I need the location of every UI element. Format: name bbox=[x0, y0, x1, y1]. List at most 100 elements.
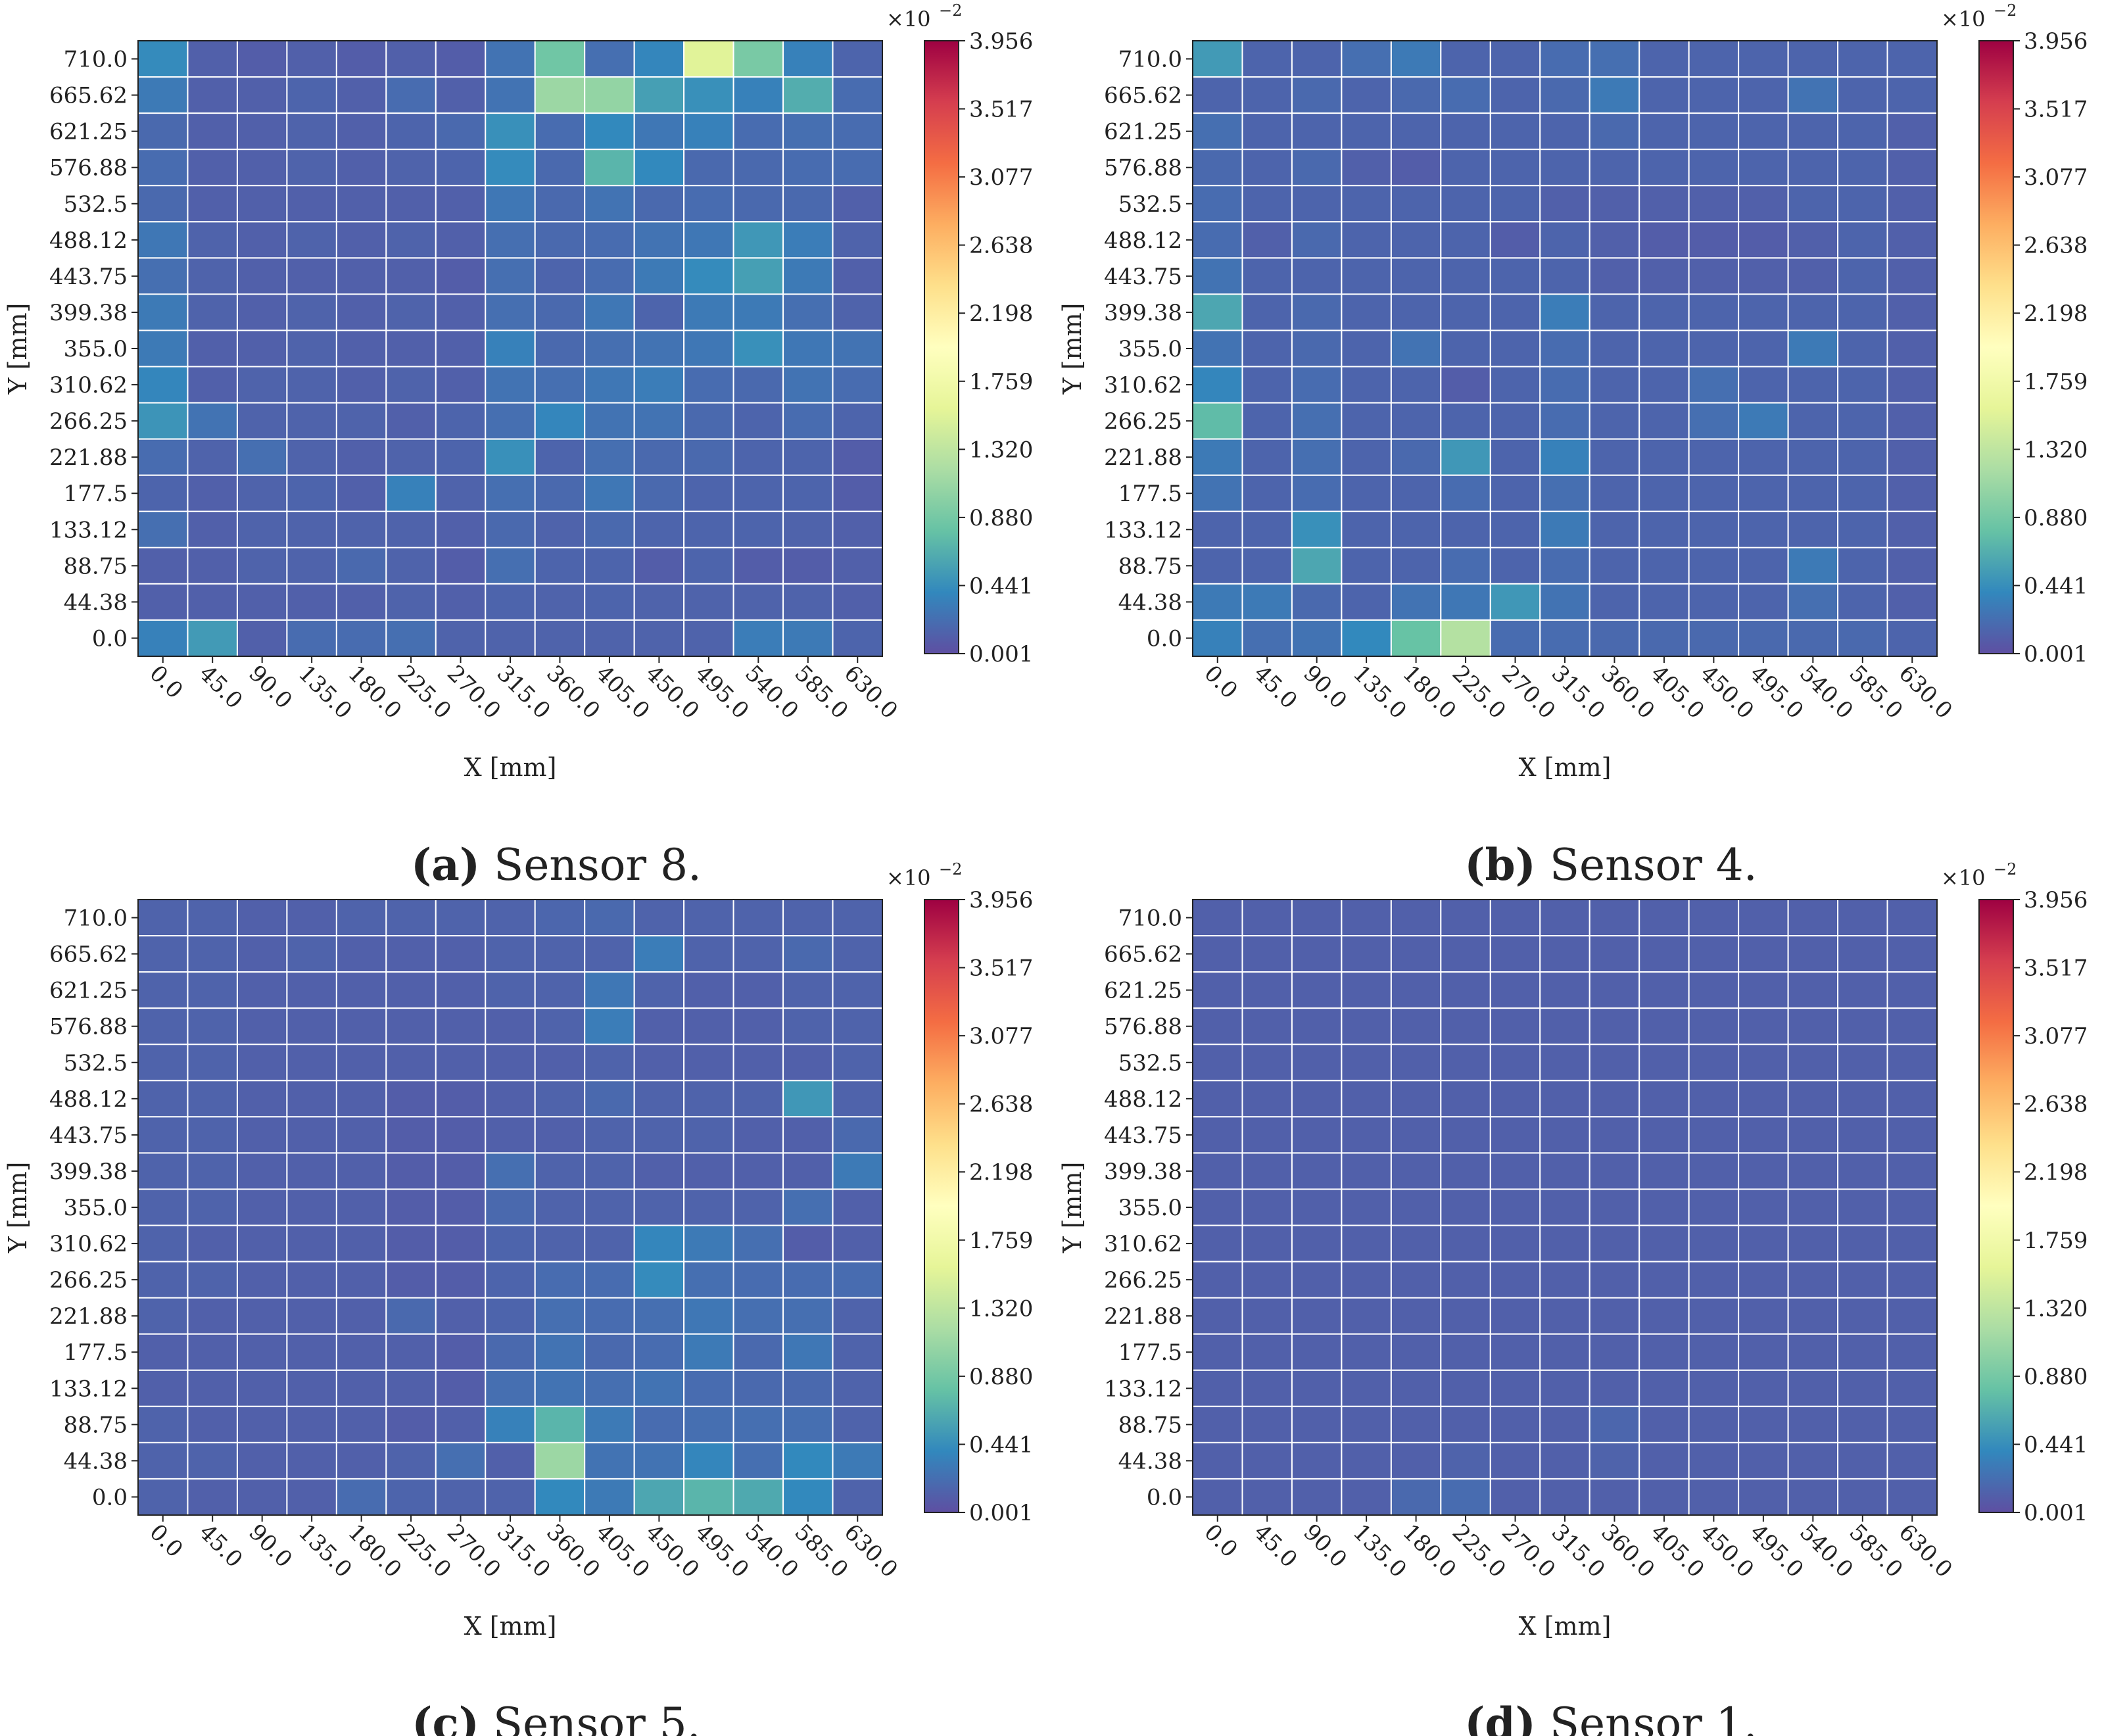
x-axis-label: X [mm] bbox=[1519, 753, 1612, 782]
heatmap-cell bbox=[534, 1080, 586, 1118]
heatmap-cell bbox=[236, 257, 288, 295]
x-tick-label: 495.0 bbox=[690, 660, 754, 724]
heatmap-cell bbox=[1539, 438, 1590, 476]
heatmap-cell bbox=[1489, 257, 1541, 295]
heatmap-cell bbox=[137, 935, 189, 973]
heatmap-cell bbox=[1837, 1405, 1888, 1443]
caption-text: Sensor 4. bbox=[1536, 840, 1757, 890]
x-tick-label: 45.0 bbox=[1249, 660, 1303, 714]
heatmap-cell bbox=[1539, 1007, 1590, 1046]
colorbar bbox=[1978, 899, 2014, 1513]
heatmap-cell bbox=[782, 1152, 834, 1190]
heatmap-cell bbox=[534, 402, 586, 440]
y-axis-label: Y [mm] bbox=[1058, 303, 1087, 395]
heatmap-cell bbox=[1440, 185, 1491, 223]
caption-text: Sensor 1. bbox=[1536, 1699, 1757, 1736]
heatmap-cell bbox=[385, 76, 437, 114]
heatmap-cell bbox=[683, 1369, 734, 1407]
x-tick-label: 45.0 bbox=[1249, 1519, 1303, 1573]
heatmap-cell bbox=[1738, 293, 1789, 331]
heatmap-cell bbox=[1192, 619, 1243, 658]
heatmap-cell bbox=[1489, 293, 1541, 331]
heatmap-panel-2: 710.0 665.62 621.25 576.88 532.5 488.12 443.75… bbox=[1058, 1, 2088, 890]
heatmap-cell bbox=[335, 935, 387, 973]
heatmap-cell bbox=[187, 149, 238, 187]
heatmap-cell bbox=[1589, 1224, 1640, 1263]
y-tick-label: 576.88 bbox=[1104, 1014, 1182, 1040]
heatmap-cell bbox=[832, 474, 884, 512]
heatmap-cell bbox=[1837, 76, 1888, 114]
x-tick-label: 405.0 bbox=[591, 1519, 655, 1583]
heatmap-cell bbox=[236, 1188, 288, 1226]
heatmap-cell bbox=[1688, 619, 1740, 658]
heatmap-cell bbox=[534, 438, 586, 476]
heatmap-cell bbox=[683, 1441, 734, 1480]
heatmap-cell bbox=[1192, 221, 1243, 259]
heatmap-cell bbox=[832, 583, 884, 621]
heatmap-cell bbox=[832, 546, 884, 585]
heatmap-cell bbox=[1390, 935, 1442, 973]
heatmap-cell bbox=[485, 1116, 536, 1154]
heatmap-cell bbox=[1489, 402, 1541, 440]
heatmap-cell bbox=[1738, 546, 1789, 585]
heatmap-cell bbox=[187, 583, 238, 621]
heatmap-cell bbox=[1390, 1405, 1442, 1443]
heatmap-cell bbox=[1688, 971, 1740, 1009]
heatmap-cell bbox=[1440, 221, 1491, 259]
heatmap-cell bbox=[732, 1224, 784, 1263]
heatmap-cell bbox=[534, 1333, 586, 1371]
heatmap-cell bbox=[1589, 583, 1640, 621]
heatmap-cell bbox=[1638, 76, 1690, 114]
colorbar-tick-label: 2.198 bbox=[969, 301, 1033, 327]
heatmap-cell bbox=[782, 1478, 834, 1516]
heatmap-cell bbox=[1787, 293, 1839, 331]
heatmap-cell bbox=[1787, 1441, 1839, 1480]
x-tick-label: 315.0 bbox=[492, 1519, 556, 1583]
heatmap-cell bbox=[1341, 474, 1392, 512]
heatmap-cell bbox=[435, 1116, 487, 1154]
heatmap-cell bbox=[1837, 293, 1888, 331]
heatmap-cell bbox=[683, 619, 734, 658]
x-tick-label: 270.0 bbox=[442, 660, 506, 724]
heatmap-cell bbox=[236, 1478, 288, 1516]
heatmap-cell bbox=[1440, 1405, 1491, 1443]
heatmap-cell bbox=[1440, 1007, 1491, 1046]
heatmap-cell bbox=[286, 293, 337, 331]
heatmap-cell bbox=[584, 1152, 635, 1190]
colorbar-tick-label: 0.001 bbox=[2024, 641, 2088, 667]
heatmap-cell bbox=[1886, 1188, 1938, 1226]
heatmap-cell bbox=[633, 1405, 685, 1443]
y-tick-label: 177.5 bbox=[64, 1339, 128, 1366]
heatmap-cell bbox=[1638, 474, 1690, 512]
heatmap-cell bbox=[1738, 1188, 1789, 1226]
heatmap-cell bbox=[1589, 293, 1640, 331]
heatmap-cell bbox=[1886, 185, 1938, 223]
colorbar-tick-label: 0.880 bbox=[2024, 1364, 2088, 1390]
heatmap-panel-3: 710.0 665.62 621.25 576.88 532.5 488.12 443.75… bbox=[3, 860, 1033, 1736]
heatmap-cell bbox=[1241, 40, 1293, 78]
heatmap-cell bbox=[187, 1116, 238, 1154]
heatmap-cell bbox=[236, 1405, 288, 1443]
heatmap-cell bbox=[683, 1044, 734, 1082]
heatmap-cell bbox=[137, 40, 189, 78]
heatmap-cell bbox=[435, 185, 487, 223]
heatmap-cell bbox=[236, 1116, 288, 1154]
heatmap-cell bbox=[1886, 366, 1938, 404]
heatmap-cell bbox=[1589, 185, 1640, 223]
heatmap-cell bbox=[1489, 1044, 1541, 1082]
heatmap-cell bbox=[1837, 474, 1888, 512]
heatmap-cell bbox=[1440, 329, 1491, 368]
heatmap-cell bbox=[584, 899, 635, 937]
heatmap-cell bbox=[1738, 1152, 1789, 1190]
heatmap-cell bbox=[1837, 546, 1888, 585]
heatmap-cell bbox=[732, 329, 784, 368]
heatmap-cell bbox=[1192, 1441, 1243, 1480]
heatmap-cell bbox=[1886, 1116, 1938, 1154]
heatmap-cell bbox=[1837, 1224, 1888, 1263]
heatmap-cell bbox=[1638, 1333, 1690, 1371]
heatmap-cell bbox=[732, 1007, 784, 1046]
heatmap-cell bbox=[1787, 1261, 1839, 1299]
heatmap-cell bbox=[187, 1333, 238, 1371]
heatmap-cell bbox=[584, 971, 635, 1009]
y-tick-label: 710.0 bbox=[1118, 905, 1182, 932]
